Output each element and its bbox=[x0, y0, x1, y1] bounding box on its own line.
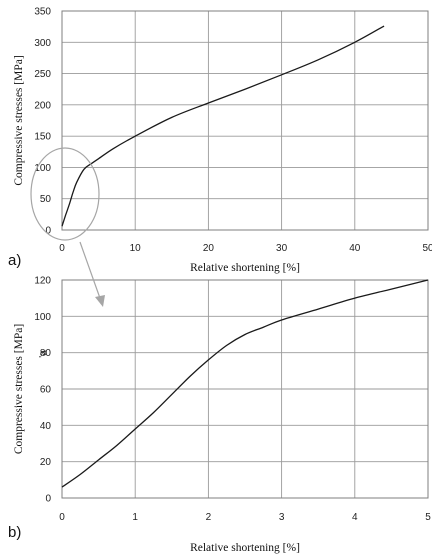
x-tick-label: 3 bbox=[279, 512, 285, 523]
x-tick-label: 10 bbox=[130, 243, 142, 254]
plot-frame bbox=[61, 10, 429, 231]
y-tick-label: 0 bbox=[45, 494, 51, 505]
callout-ellipse bbox=[30, 147, 100, 241]
y-tick-label: 80 bbox=[40, 348, 52, 359]
y-axis-title: Compressive stresses [MPa] bbox=[13, 324, 25, 454]
chart-a: 0 50 100 150 200 250 300 350 0 10 20 30 40 50 Relative… bbox=[8, 7, 432, 275]
x-tick-label: 1 bbox=[132, 512, 138, 523]
x-tick-label: 2 bbox=[206, 512, 212, 523]
y-tick-label: 50 bbox=[40, 194, 52, 205]
callout-annotation bbox=[30, 147, 105, 307]
y-tick-label: 40 bbox=[40, 421, 52, 432]
y-tick-label: 300 bbox=[34, 38, 51, 49]
y-tick-label: 20 bbox=[40, 457, 52, 468]
x-tick-label: 40 bbox=[349, 243, 361, 254]
y-tick-label: 200 bbox=[34, 100, 51, 111]
series-line bbox=[61, 25, 385, 227]
y-tick-label: 120 bbox=[34, 276, 51, 287]
x-tick-label: 30 bbox=[276, 243, 288, 254]
x-tick-label: 0 bbox=[59, 512, 65, 523]
chart-b: 0 20 40 60 80 100 120 0 1 2 3 4 5 Relative shortening… bbox=[8, 276, 431, 555]
x-tick-label: 20 bbox=[203, 243, 215, 254]
x-tick-label: 4 bbox=[352, 512, 358, 523]
callout-arrow-head bbox=[95, 295, 105, 307]
panel-label: b) bbox=[8, 524, 21, 541]
y-tick-label: 150 bbox=[34, 132, 51, 143]
y-axis-stray-mark: 'a bbox=[38, 350, 49, 358]
y-tick-label: 60 bbox=[40, 385, 52, 396]
y-tick-label: 100 bbox=[34, 312, 51, 323]
x-axis-title: Relative shortening [%] bbox=[190, 542, 300, 554]
x-tick-label: 50 bbox=[422, 243, 432, 254]
y-tick-label: 350 bbox=[34, 7, 51, 18]
x-axis-title: Relative shortening [%] bbox=[190, 262, 300, 274]
series-line bbox=[61, 279, 429, 488]
y-tick-label: 100 bbox=[34, 163, 51, 174]
y-tick-label: 0 bbox=[45, 226, 51, 237]
x-tick-label: 5 bbox=[425, 512, 431, 523]
plot-frame bbox=[61, 279, 429, 499]
panel-label: a) bbox=[8, 252, 21, 269]
y-tick-label: 250 bbox=[34, 69, 51, 80]
callout-arrow-line bbox=[79, 241, 102, 302]
y-axis-title: Compressive stresses [MPa] bbox=[13, 55, 25, 185]
x-tick-label: 0 bbox=[59, 243, 65, 254]
